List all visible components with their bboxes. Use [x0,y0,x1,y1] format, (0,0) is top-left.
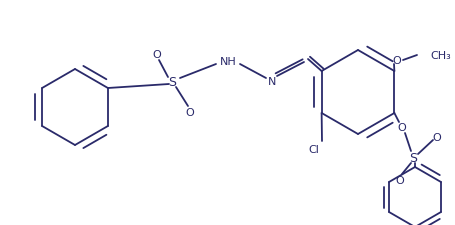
Text: O: O [432,132,440,142]
Text: O: O [185,108,194,117]
Text: N: N [267,77,276,87]
Text: O: O [397,122,405,132]
Text: O: O [392,56,400,66]
Text: O: O [152,50,161,60]
Text: CH₃: CH₃ [429,51,450,61]
Text: S: S [167,76,176,89]
Text: O: O [395,175,404,185]
Text: NH: NH [219,57,236,67]
Text: Cl: Cl [308,144,319,154]
Text: S: S [408,151,416,164]
